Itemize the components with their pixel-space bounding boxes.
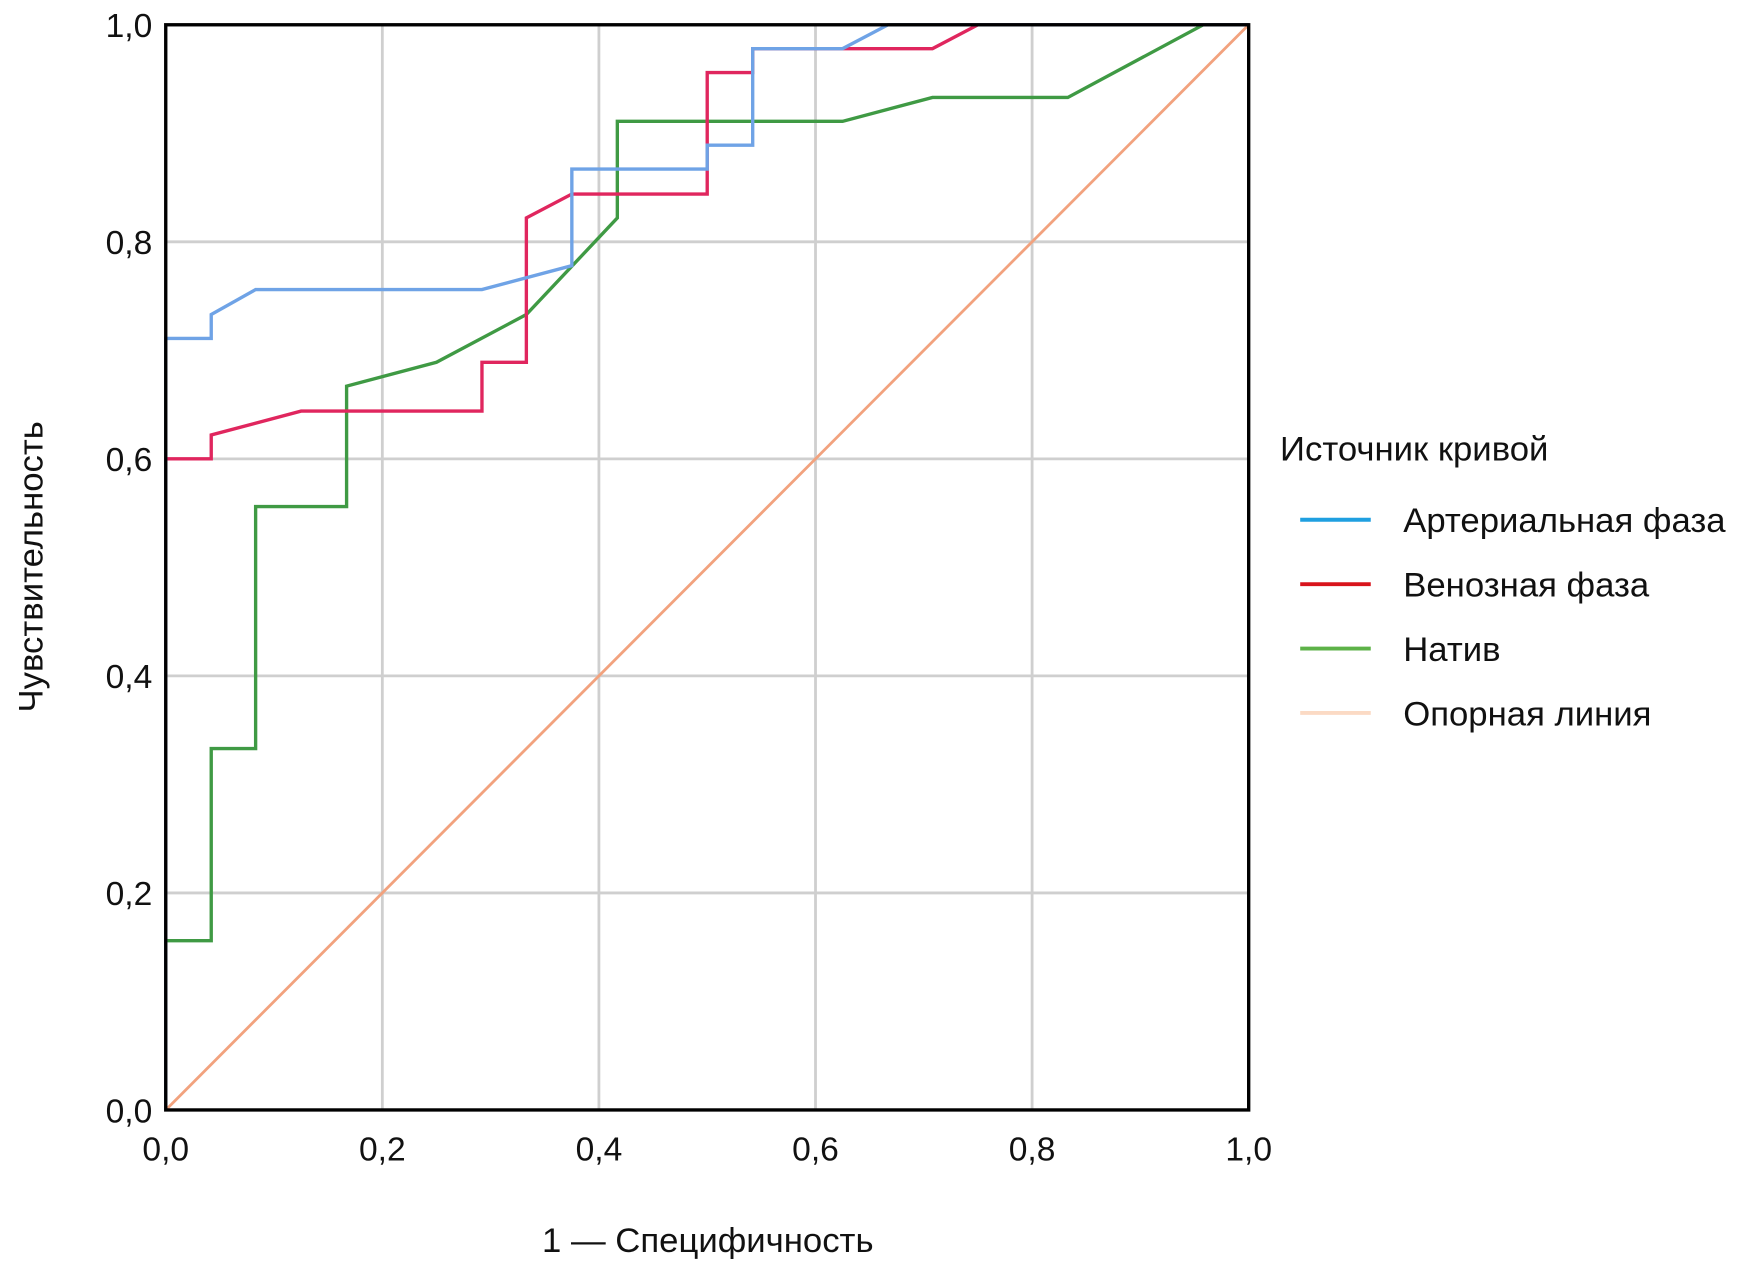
legend-item-label: Венозная фаза <box>1403 566 1650 604</box>
legend-item-label: Артериальная фаза <box>1403 502 1726 540</box>
x-tick-label: 0,8 <box>1009 1131 1056 1168</box>
x-tick-label: 0,2 <box>359 1131 406 1168</box>
series-lines <box>164 23 1250 1111</box>
series-line-2 <box>164 23 1249 1110</box>
x-tick-label: 0,4 <box>576 1131 623 1168</box>
plot-frame <box>164 23 1251 1112</box>
y-tick-label: 1,0 <box>106 8 153 45</box>
x-tick-labels: 0,0 0,2 0,4 0,6 0,8 1,0 <box>142 1131 1272 1168</box>
y-axis-label: Чувствительность <box>13 421 51 712</box>
series-line-3 <box>164 23 1250 1111</box>
y-tick-label: 0,2 <box>106 876 153 913</box>
x-axis-label: 1 — Специфичность <box>542 1222 874 1260</box>
series-line-0 <box>164 23 1249 1110</box>
y-tick-label: 0,4 <box>106 659 153 696</box>
x-tick-label: 0,6 <box>792 1131 839 1168</box>
x-tick-label: 1,0 <box>1225 1131 1272 1168</box>
legend-title: Источник кривой <box>1280 430 1548 468</box>
y-tick-label: 0,6 <box>106 442 153 479</box>
legend: Источник кривой Артериальная фаза Венозна… <box>1280 430 1726 733</box>
legend-item-label: Опорная линия <box>1403 695 1651 733</box>
y-tick-labels: 0,0 0,2 0,4 0,6 0,8 1,0 <box>106 8 153 1130</box>
y-tick-label: 0,0 <box>106 1093 153 1130</box>
legend-item-label: Натив <box>1403 631 1500 669</box>
x-tick-label: 0,0 <box>142 1131 189 1168</box>
y-tick-label: 0,8 <box>106 225 153 262</box>
